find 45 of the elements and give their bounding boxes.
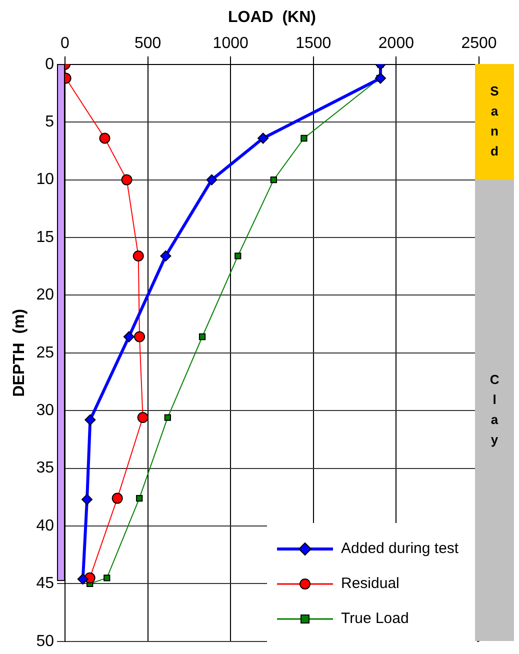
point — [160, 250, 172, 262]
y-tick-label: 0 — [45, 56, 54, 73]
point — [112, 492, 123, 504]
x-tick-label: 1500 — [296, 35, 332, 52]
point — [234, 252, 242, 260]
y-tick-label: 5 — [45, 114, 54, 131]
y-axis-title: DEPTH (m) — [11, 308, 28, 397]
point — [82, 494, 93, 505]
x-tick-label: 1000 — [212, 35, 248, 52]
point — [134, 331, 146, 342]
y-tick-label: 45 — [36, 575, 54, 592]
point — [270, 176, 277, 184]
point — [206, 174, 218, 186]
point — [164, 414, 171, 421]
x-tick-label: 0 — [60, 35, 70, 52]
point — [123, 331, 134, 342]
point — [132, 250, 144, 262]
point — [77, 574, 88, 585]
point — [258, 132, 269, 144]
point — [121, 174, 132, 186]
point — [136, 494, 143, 502]
x-tick-label: 2000 — [378, 35, 414, 52]
point — [300, 134, 308, 142]
x-tick-label: 500 — [134, 35, 162, 52]
legend-label: Added during test — [341, 540, 459, 558]
y-tick-label: 50 — [36, 632, 54, 650]
point — [84, 414, 96, 426]
point — [374, 72, 386, 84]
x-axis-title: LOAD (KN) — [228, 9, 316, 26]
legend-label: True Load — [341, 610, 409, 628]
y-tick-label: 30 — [36, 402, 54, 420]
y-tick-label: 15 — [36, 228, 54, 246]
series-label: Clay — [490, 372, 500, 448]
y-tick-label: 25 — [36, 344, 54, 362]
y-tick-label: 20 — [36, 286, 54, 304]
y-tick-label: 10 — [36, 171, 54, 188]
y-tick-label: 35 — [36, 460, 54, 477]
point — [99, 132, 110, 144]
y-tick-label: 40 — [36, 517, 54, 534]
legend-label: Residual — [341, 575, 400, 592]
point — [137, 412, 148, 424]
x-tick-label: 2500 — [461, 35, 497, 52]
series-label: Sand — [490, 84, 500, 159]
point — [198, 333, 206, 340]
point — [104, 574, 110, 582]
